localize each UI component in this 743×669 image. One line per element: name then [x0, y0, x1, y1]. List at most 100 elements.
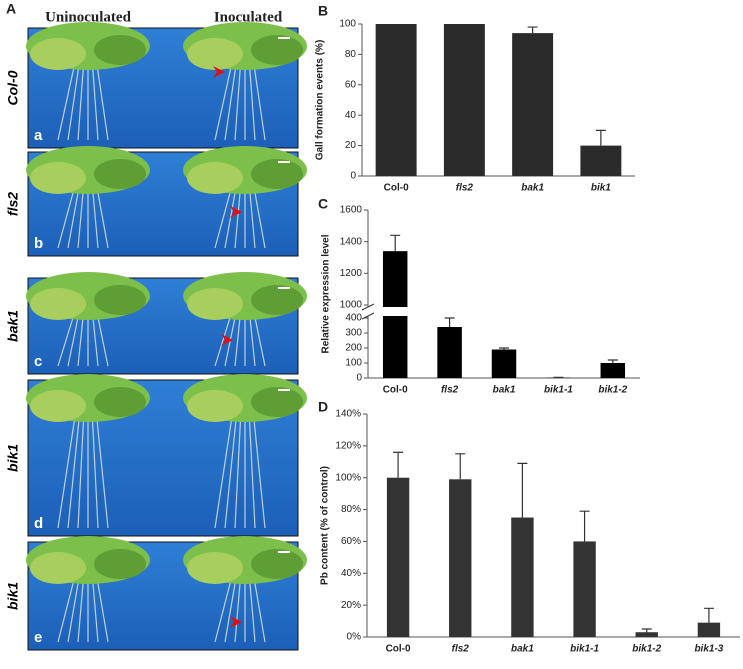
root: [91, 57, 99, 141]
genotype-label: bik1: [5, 582, 21, 610]
leaves: [187, 288, 243, 320]
y-axis-label: Gall formation events (%): [315, 40, 326, 161]
error-bar: [517, 462, 528, 518]
x-tick-label: bik1: [591, 183, 611, 194]
scale-bar: [278, 287, 290, 289]
bar: [386, 477, 410, 637]
y-tick-label: 200: [345, 343, 362, 354]
y-tick-label: 100: [345, 358, 362, 369]
bar: [697, 622, 721, 637]
panel-label: C: [318, 196, 328, 212]
x-tick-label: bik1-2: [598, 385, 627, 396]
x-tick-label: Col-0: [386, 644, 411, 655]
leaves: [187, 552, 243, 584]
bar: [511, 517, 534, 637]
error-bar: [607, 359, 618, 363]
arrow: [230, 206, 242, 218]
root: [214, 57, 234, 141]
leaves: [94, 35, 146, 65]
root: [234, 57, 242, 141]
root: [95, 409, 109, 529]
genotype-label: fls2: [5, 192, 21, 216]
photo-letter: d: [34, 515, 43, 532]
genotype-label: Col-0: [5, 70, 21, 105]
bar: [443, 24, 485, 176]
y-tick-label: 1000: [340, 300, 363, 311]
photo-letter: a: [34, 127, 43, 144]
root: [248, 409, 256, 529]
leaves: [251, 35, 303, 65]
root: [67, 409, 81, 529]
y-tick-label: 1200: [340, 268, 363, 279]
root: [57, 409, 77, 529]
leaves: [94, 387, 146, 417]
axis-break: [362, 307, 427, 316]
bar: [635, 632, 658, 637]
bar: [573, 541, 596, 637]
arrow: [221, 334, 233, 346]
y-tick-label: 80%: [341, 504, 361, 515]
x-tick-label: bik1-2: [632, 644, 661, 655]
x-tick-label: fls2: [452, 644, 470, 655]
root: [214, 571, 234, 643]
leaves: [94, 285, 146, 315]
photo-letter: c: [34, 353, 42, 370]
leaves: [251, 285, 303, 315]
bar: [375, 24, 417, 176]
y-tick-label: 40: [345, 110, 357, 121]
x-tick-label: bik1-3: [694, 644, 723, 655]
bar: [437, 327, 462, 378]
x-tick-label: bik1-1: [570, 644, 599, 655]
bar: [491, 349, 517, 378]
break-mark: [361, 303, 375, 311]
error-bar: [527, 26, 538, 34]
root: [224, 57, 238, 141]
leaves: [30, 390, 86, 422]
x-tick-label: bak1: [521, 183, 544, 194]
y-axis-label: Relative expression level: [321, 234, 332, 353]
y-tick-label: 100%: [335, 472, 361, 483]
error-bar: [641, 628, 652, 633]
column-header: Uninoculated: [45, 9, 132, 25]
genotype-label: bik1: [5, 444, 21, 472]
y-tick-label: 100: [339, 19, 356, 30]
error-bar: [390, 234, 401, 252]
y-tick-label: 120%: [335, 440, 361, 451]
y-tick-label: 1400: [340, 236, 363, 247]
root: [224, 409, 238, 529]
leaves: [94, 159, 146, 189]
y-tick-label: 60: [345, 79, 357, 90]
y-tick-label: 140%: [335, 409, 361, 420]
root: [234, 409, 242, 529]
root: [57, 571, 77, 643]
panel-label: D: [318, 399, 328, 415]
error-bar: [455, 453, 466, 480]
y-tick-label: 400: [345, 313, 362, 324]
leaves: [30, 552, 86, 584]
y-axis-label: Pb content (% of control): [320, 466, 331, 585]
panel-label: A: [6, 1, 16, 17]
root: [67, 57, 81, 141]
photo-letter: e: [34, 629, 42, 646]
error-bar: [499, 347, 509, 350]
y-tick-label: 300: [345, 328, 362, 339]
y-tick-label: 0: [356, 373, 362, 384]
x-tick-label: bak1: [511, 644, 534, 655]
error-bar: [703, 607, 714, 623]
leaves: [30, 288, 86, 320]
leaves: [187, 38, 243, 70]
y-tick-label: 0%: [347, 632, 362, 643]
leaves: [251, 549, 303, 579]
leaves: [251, 387, 303, 417]
x-tick-label: fls2: [456, 183, 474, 194]
y-tick-label: 40%: [341, 568, 361, 579]
column-header: Inoculated: [214, 9, 283, 25]
bar: [600, 363, 626, 378]
arrow: [230, 616, 242, 628]
error-bar: [393, 451, 404, 478]
leaves: [187, 162, 243, 194]
leaves: [94, 549, 146, 579]
scale-bar: [278, 551, 290, 553]
root: [248, 57, 256, 141]
